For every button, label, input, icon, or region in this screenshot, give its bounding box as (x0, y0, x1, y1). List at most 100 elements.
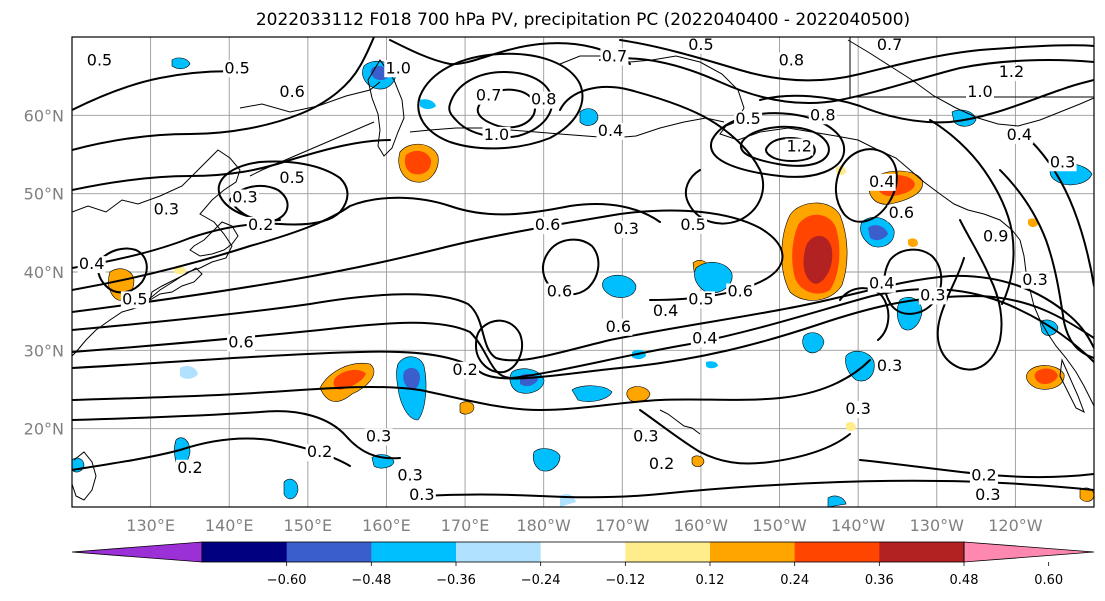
contour-label: 0.6 (535, 215, 560, 234)
contour-label-bg (227, 334, 256, 352)
contour-label-bg (278, 169, 307, 187)
latitude-label: 40°N (24, 263, 64, 282)
pv-contour (929, 119, 1015, 305)
contour-label-bg (997, 64, 1026, 82)
contour-label-bg (600, 48, 629, 66)
contour-label: 0.3 (877, 356, 902, 375)
longitude-label: 140°W (831, 516, 886, 535)
contour-label: 0.8 (531, 90, 556, 109)
contour-label: 0.4 (1007, 125, 1032, 144)
contour-label: 0.3 (366, 426, 391, 445)
precip-anomaly-negative (403, 367, 420, 390)
contour-label-bg (612, 220, 641, 238)
precip-anomaly-negative (180, 366, 198, 379)
contour-label: 0.3 (845, 399, 870, 418)
contour-label: 0.5 (688, 289, 713, 308)
precip-anomaly-negative (802, 332, 825, 354)
precipitation-shading (72, 57, 1094, 507)
contour-label: 0.8 (779, 50, 804, 69)
map-frame (71, 36, 1095, 508)
pv-contour (936, 219, 1003, 371)
coastline-alaska (559, 55, 1021, 241)
colorbar (71, 541, 1095, 563)
contour-label: 0.4 (692, 329, 717, 348)
longitude-label: 130°W (910, 516, 965, 535)
colorbar-label: 0.48 (950, 573, 979, 588)
colorbar-segment (286, 542, 372, 562)
colorbar-label: −0.24 (521, 573, 561, 588)
contour-label: 0.5 (680, 215, 705, 234)
colorbar-label: −0.12 (605, 573, 645, 588)
pv-contour (559, 86, 765, 225)
contour-label: 0.2 (177, 458, 202, 477)
colorbar-label: −0.48 (351, 573, 391, 588)
pv-contour (72, 209, 784, 313)
contour-label: 0.3 (232, 188, 257, 207)
contour-label: 0.3 (1022, 270, 1047, 289)
contour-label: 0.6 (606, 317, 631, 336)
contour-label: 0.9 (983, 227, 1008, 246)
colorbar-segment (625, 542, 711, 562)
colorbar-extend-min (71, 541, 203, 563)
coastline-japan-south (149, 267, 203, 302)
precip-anomaly-negative (283, 478, 299, 500)
colorbar-segment (879, 542, 965, 562)
contour-label-bg (808, 107, 837, 125)
longitude-label: 130°E (126, 516, 175, 535)
contour-label-bg (545, 283, 574, 301)
contour-label-bg (1021, 271, 1050, 289)
contour-label: 0.4 (79, 254, 104, 273)
precip-anomaly-positive (846, 421, 856, 431)
contour-label-bg (230, 189, 259, 207)
contour-label: 0.5 (87, 50, 112, 69)
contour-label: 0.4 (869, 274, 894, 293)
longitude-label: 170°E (441, 516, 490, 535)
colorbar-labels: −0.60 −0.48 −0.36 −0.24 −0.12 0.12 0.24 0.36 0.4… (267, 562, 1063, 588)
contour-label: 0.5 (279, 168, 304, 187)
contour-label: 1.0 (967, 82, 992, 101)
map-title: 2022033112 F018 700 hPa PV, precipitatio… (256, 10, 910, 30)
coastline-japan (189, 221, 239, 257)
pv-contour (72, 410, 401, 460)
contour-label-bg (690, 330, 719, 348)
longitude-label: 180°W (517, 516, 572, 535)
contour-label-bg (85, 52, 114, 70)
contour-label: 0.6 (889, 203, 914, 222)
colorbar-label: 0.24 (780, 573, 809, 588)
contour-label: 0.6 (547, 282, 572, 301)
pv-contour (417, 52, 584, 150)
contour-label: 0.4 (598, 121, 623, 140)
pv-contour (448, 71, 554, 139)
pv-contour (72, 274, 1094, 362)
contour-label: 1.0 (484, 125, 509, 144)
precip-anomaly-positive (1034, 368, 1058, 384)
contour-label: 0.5 (122, 289, 147, 308)
longitude-label: 160°E (362, 516, 411, 535)
precip-anomaly-positive (174, 266, 186, 275)
contour-label-bg (152, 201, 181, 219)
contour-label-bg (647, 455, 676, 473)
contour-label-bg (451, 361, 480, 379)
pv-contour (72, 70, 251, 111)
precip-anomaly-positive (691, 455, 705, 467)
contour-label: 0.6 (279, 82, 304, 101)
pv-contour (542, 238, 600, 296)
contour-label-bg (875, 357, 904, 375)
contour-label-bg (278, 83, 307, 101)
contour-label: 0.3 (920, 285, 945, 304)
contour-label-bg (875, 36, 904, 54)
contour-label-bg (844, 401, 873, 418)
contour-label-bg (396, 467, 425, 485)
contour-label-bg (1048, 154, 1077, 172)
contour-label-bg (686, 291, 715, 309)
contour-label-bg (686, 36, 715, 54)
contour-label: 0.2 (971, 466, 996, 485)
contour-label-bg (631, 428, 660, 446)
pv-contour (1029, 139, 1094, 287)
contour-label: 0.8 (810, 105, 835, 124)
precip-anomaly-negative (868, 225, 888, 241)
contour-label-bg (474, 87, 503, 105)
precip-anomaly-positive (1028, 218, 1038, 227)
latitude-label: 60°N (24, 106, 64, 125)
